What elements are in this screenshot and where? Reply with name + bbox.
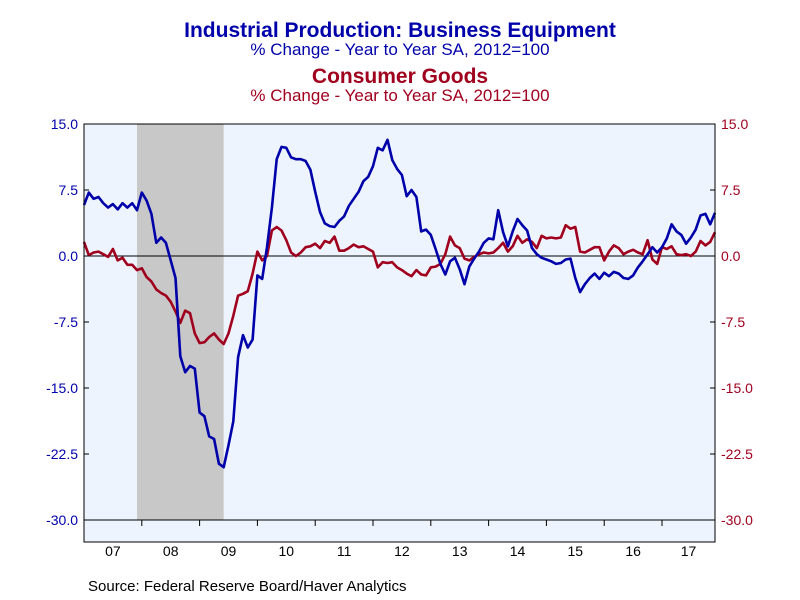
series-line-business-equipment	[82, 138, 717, 469]
chart-subtitle-business-equipment: % Change - Year to Year SA, 2012=100	[250, 40, 550, 59]
x-tick-label: 17	[681, 543, 697, 559]
y-tick-label-left: -22.5	[46, 446, 78, 462]
chart-title-consumer-goods: Consumer Goods	[311, 65, 489, 88]
y-tick-label-left: 7.5	[59, 182, 79, 198]
x-tick-label: 14	[510, 543, 526, 559]
plot-frame	[83, 123, 716, 543]
source-note: Source: Federal Reserve Board/Haver Anal…	[88, 578, 407, 595]
y-tick-label-right: -30.0	[721, 512, 753, 528]
chart-title-business-equipment: Industrial Production: Business Equipmen…	[184, 19, 616, 42]
y-tick-label-right: 0.0	[721, 248, 741, 264]
chart-subtitle-consumer-goods: % Change - Year to Year SA, 2012=100	[250, 86, 550, 105]
x-tick-label: 15	[568, 543, 584, 559]
x-tick-label: 11	[337, 543, 352, 559]
x-tick-label: 10	[279, 543, 295, 559]
y-tick-label-right: -22.5	[721, 446, 753, 462]
x-tick-label: 12	[394, 543, 410, 559]
y-tick-label-left: 15.0	[51, 116, 78, 132]
x-tick-label: 08	[163, 543, 179, 559]
x-tick-label: 09	[221, 543, 237, 559]
x-tick-label: 07	[105, 543, 121, 559]
y-tick-label-right: 15.0	[721, 116, 748, 132]
x-tick-label: 13	[452, 543, 468, 559]
series-line-consumer-goods	[82, 223, 717, 346]
y-tick-label-left: -7.5	[54, 314, 78, 330]
y-tick-label-left: -30.0	[46, 512, 78, 528]
y-tick-label-left: -15.0	[46, 380, 78, 396]
y-tick-label-right: 7.5	[721, 182, 741, 198]
x-tick-label: 16	[625, 543, 641, 559]
y-tick-label-left: 0.0	[59, 248, 79, 264]
y-tick-label-right: -7.5	[721, 314, 745, 330]
y-tick-label-right: -15.0	[721, 380, 753, 396]
